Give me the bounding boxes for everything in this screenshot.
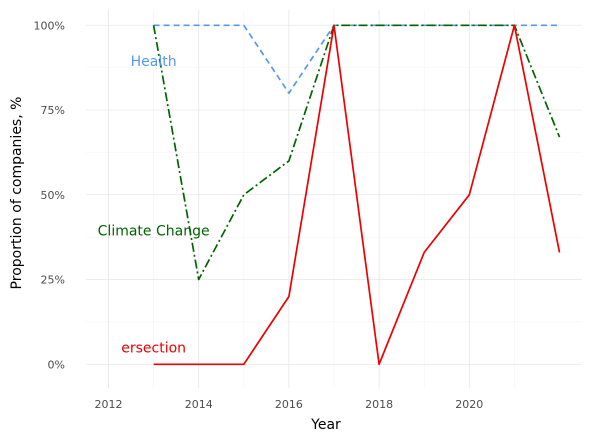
series-label: Climate Change xyxy=(98,223,210,239)
x-tick-label: 2014 xyxy=(185,398,213,411)
y-tick-label: 50% xyxy=(41,189,65,202)
x-axis-title: Year xyxy=(310,417,341,433)
series-label: ersection xyxy=(121,340,186,356)
x-tick-label: 2018 xyxy=(365,398,393,411)
series-line xyxy=(153,24,561,366)
grid xyxy=(86,10,582,388)
y-tick-label: 25% xyxy=(41,274,65,287)
series-line xyxy=(152,24,561,281)
tick-labels: 2012 2014 2016 2018 2020 0% 25% 50% 75% 100% xyxy=(34,19,484,411)
series-labels: Health Climate Change ersection xyxy=(98,54,210,356)
y-tick-label: 0% xyxy=(48,358,65,371)
x-tick-label: 2016 xyxy=(275,398,303,411)
x-tick-label: 2012 xyxy=(95,398,123,411)
series-lines xyxy=(152,24,561,366)
y-axis-title: Proportion of companies, % xyxy=(9,97,25,290)
y-tick-label: 100% xyxy=(34,19,65,32)
series-line xyxy=(153,24,560,94)
series-label: Health xyxy=(131,54,177,70)
x-tick-label: 2020 xyxy=(455,398,483,411)
y-tick-label: 75% xyxy=(41,104,65,117)
